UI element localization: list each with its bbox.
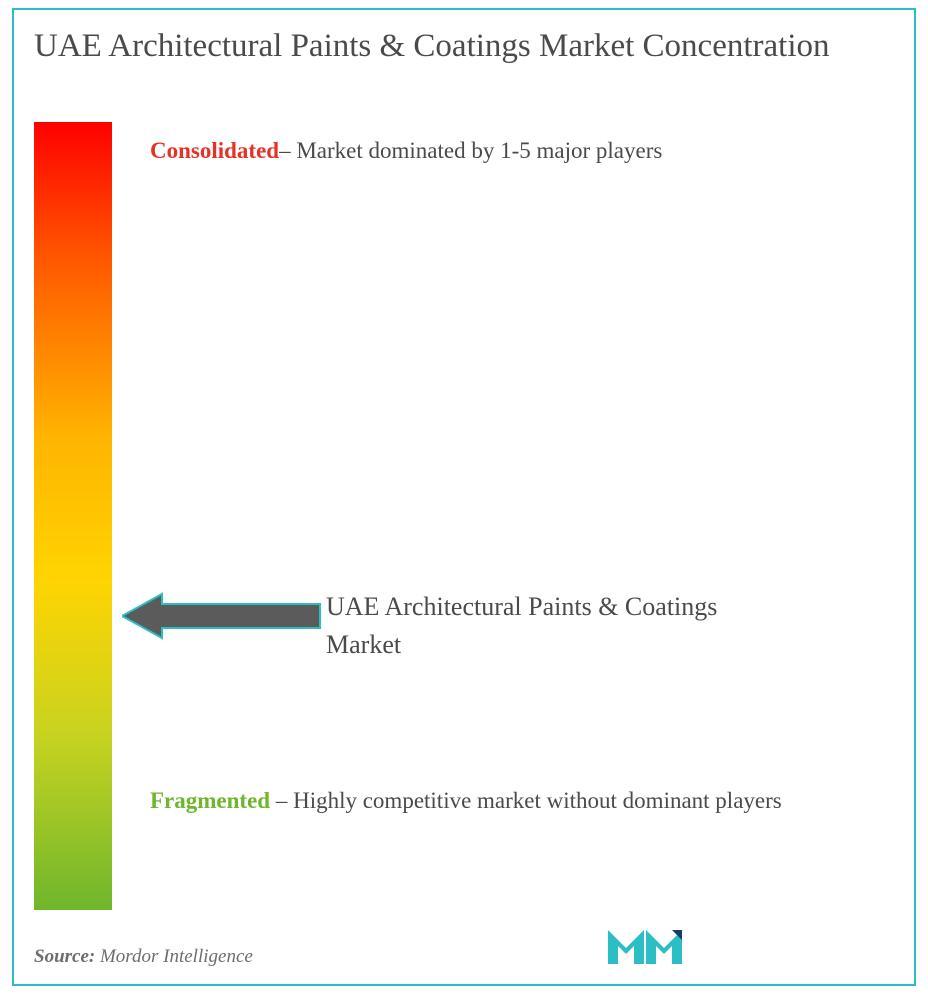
source-attribution: Source: Mordor Intelligence — [34, 946, 253, 968]
source-prefix: Source: — [34, 946, 95, 967]
marker-arrow-icon — [122, 592, 322, 640]
consolidated-description: Consolidated– Market dominated by 1-5 ma… — [150, 126, 870, 177]
mordor-logo-icon — [606, 924, 684, 968]
infographic-card: UAE Architectural Paints & Coatings Mark… — [12, 8, 916, 986]
fragmented-text: – Highly competitive market without domi… — [270, 788, 782, 813]
concentration-gradient-bar — [34, 122, 112, 910]
fragmented-description: Fragmented – Highly competitive market w… — [150, 776, 890, 827]
marker-label: UAE Architectural Paints & Coatings Mark… — [326, 588, 756, 663]
consolidated-label: Consolidated — [150, 138, 279, 163]
source-name: Mordor Intelligence — [100, 946, 253, 967]
fragmented-label: Fragmented — [150, 788, 270, 813]
consolidated-text: – Market dominated by 1-5 major players — [279, 138, 662, 163]
chart-title: UAE Architectural Paints & Coatings Mark… — [34, 24, 894, 69]
